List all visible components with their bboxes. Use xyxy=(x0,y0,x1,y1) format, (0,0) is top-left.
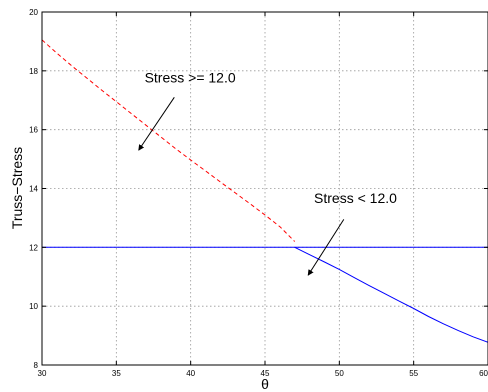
x-tick-label: 40 xyxy=(186,369,195,378)
series-line-3 xyxy=(294,246,488,343)
y-tick-label: 18 xyxy=(29,67,38,76)
annotation-arrow-1 xyxy=(138,97,175,151)
x-tick-label: 45 xyxy=(261,369,270,378)
x-tick-label: 60 xyxy=(479,369,488,378)
x-axis-title: θ xyxy=(261,376,269,392)
y-tick-label: 20 xyxy=(29,8,38,17)
annotation-arrow-2 xyxy=(307,219,345,276)
y-tick-label: 16 xyxy=(29,126,38,135)
y-tick-label: 8 xyxy=(34,361,39,370)
data-series xyxy=(41,39,488,343)
axis-ticks: 30 35 40 45 50 55 60 8 10 12 14 16 18 20 xyxy=(29,8,488,378)
x-tick-label: 50 xyxy=(335,369,344,378)
x-tick-label: 30 xyxy=(38,369,47,378)
annotations: Stress >= 12.0 Stress < 12.0 xyxy=(138,70,397,276)
grid-lines xyxy=(42,12,488,365)
x-tick-label: 35 xyxy=(112,369,121,378)
y-tick-label: 12 xyxy=(29,243,38,252)
y-axis-title: Truss−Stress xyxy=(9,147,25,229)
annotation-label-1: Stress >= 12.0 xyxy=(145,70,236,86)
y-tick-label: 14 xyxy=(29,185,38,194)
x-tick-label: 55 xyxy=(409,369,418,378)
annotation-label-2: Stress < 12.0 xyxy=(314,190,397,206)
series-line-1 xyxy=(41,39,296,242)
y-tick-label: 10 xyxy=(29,302,38,311)
